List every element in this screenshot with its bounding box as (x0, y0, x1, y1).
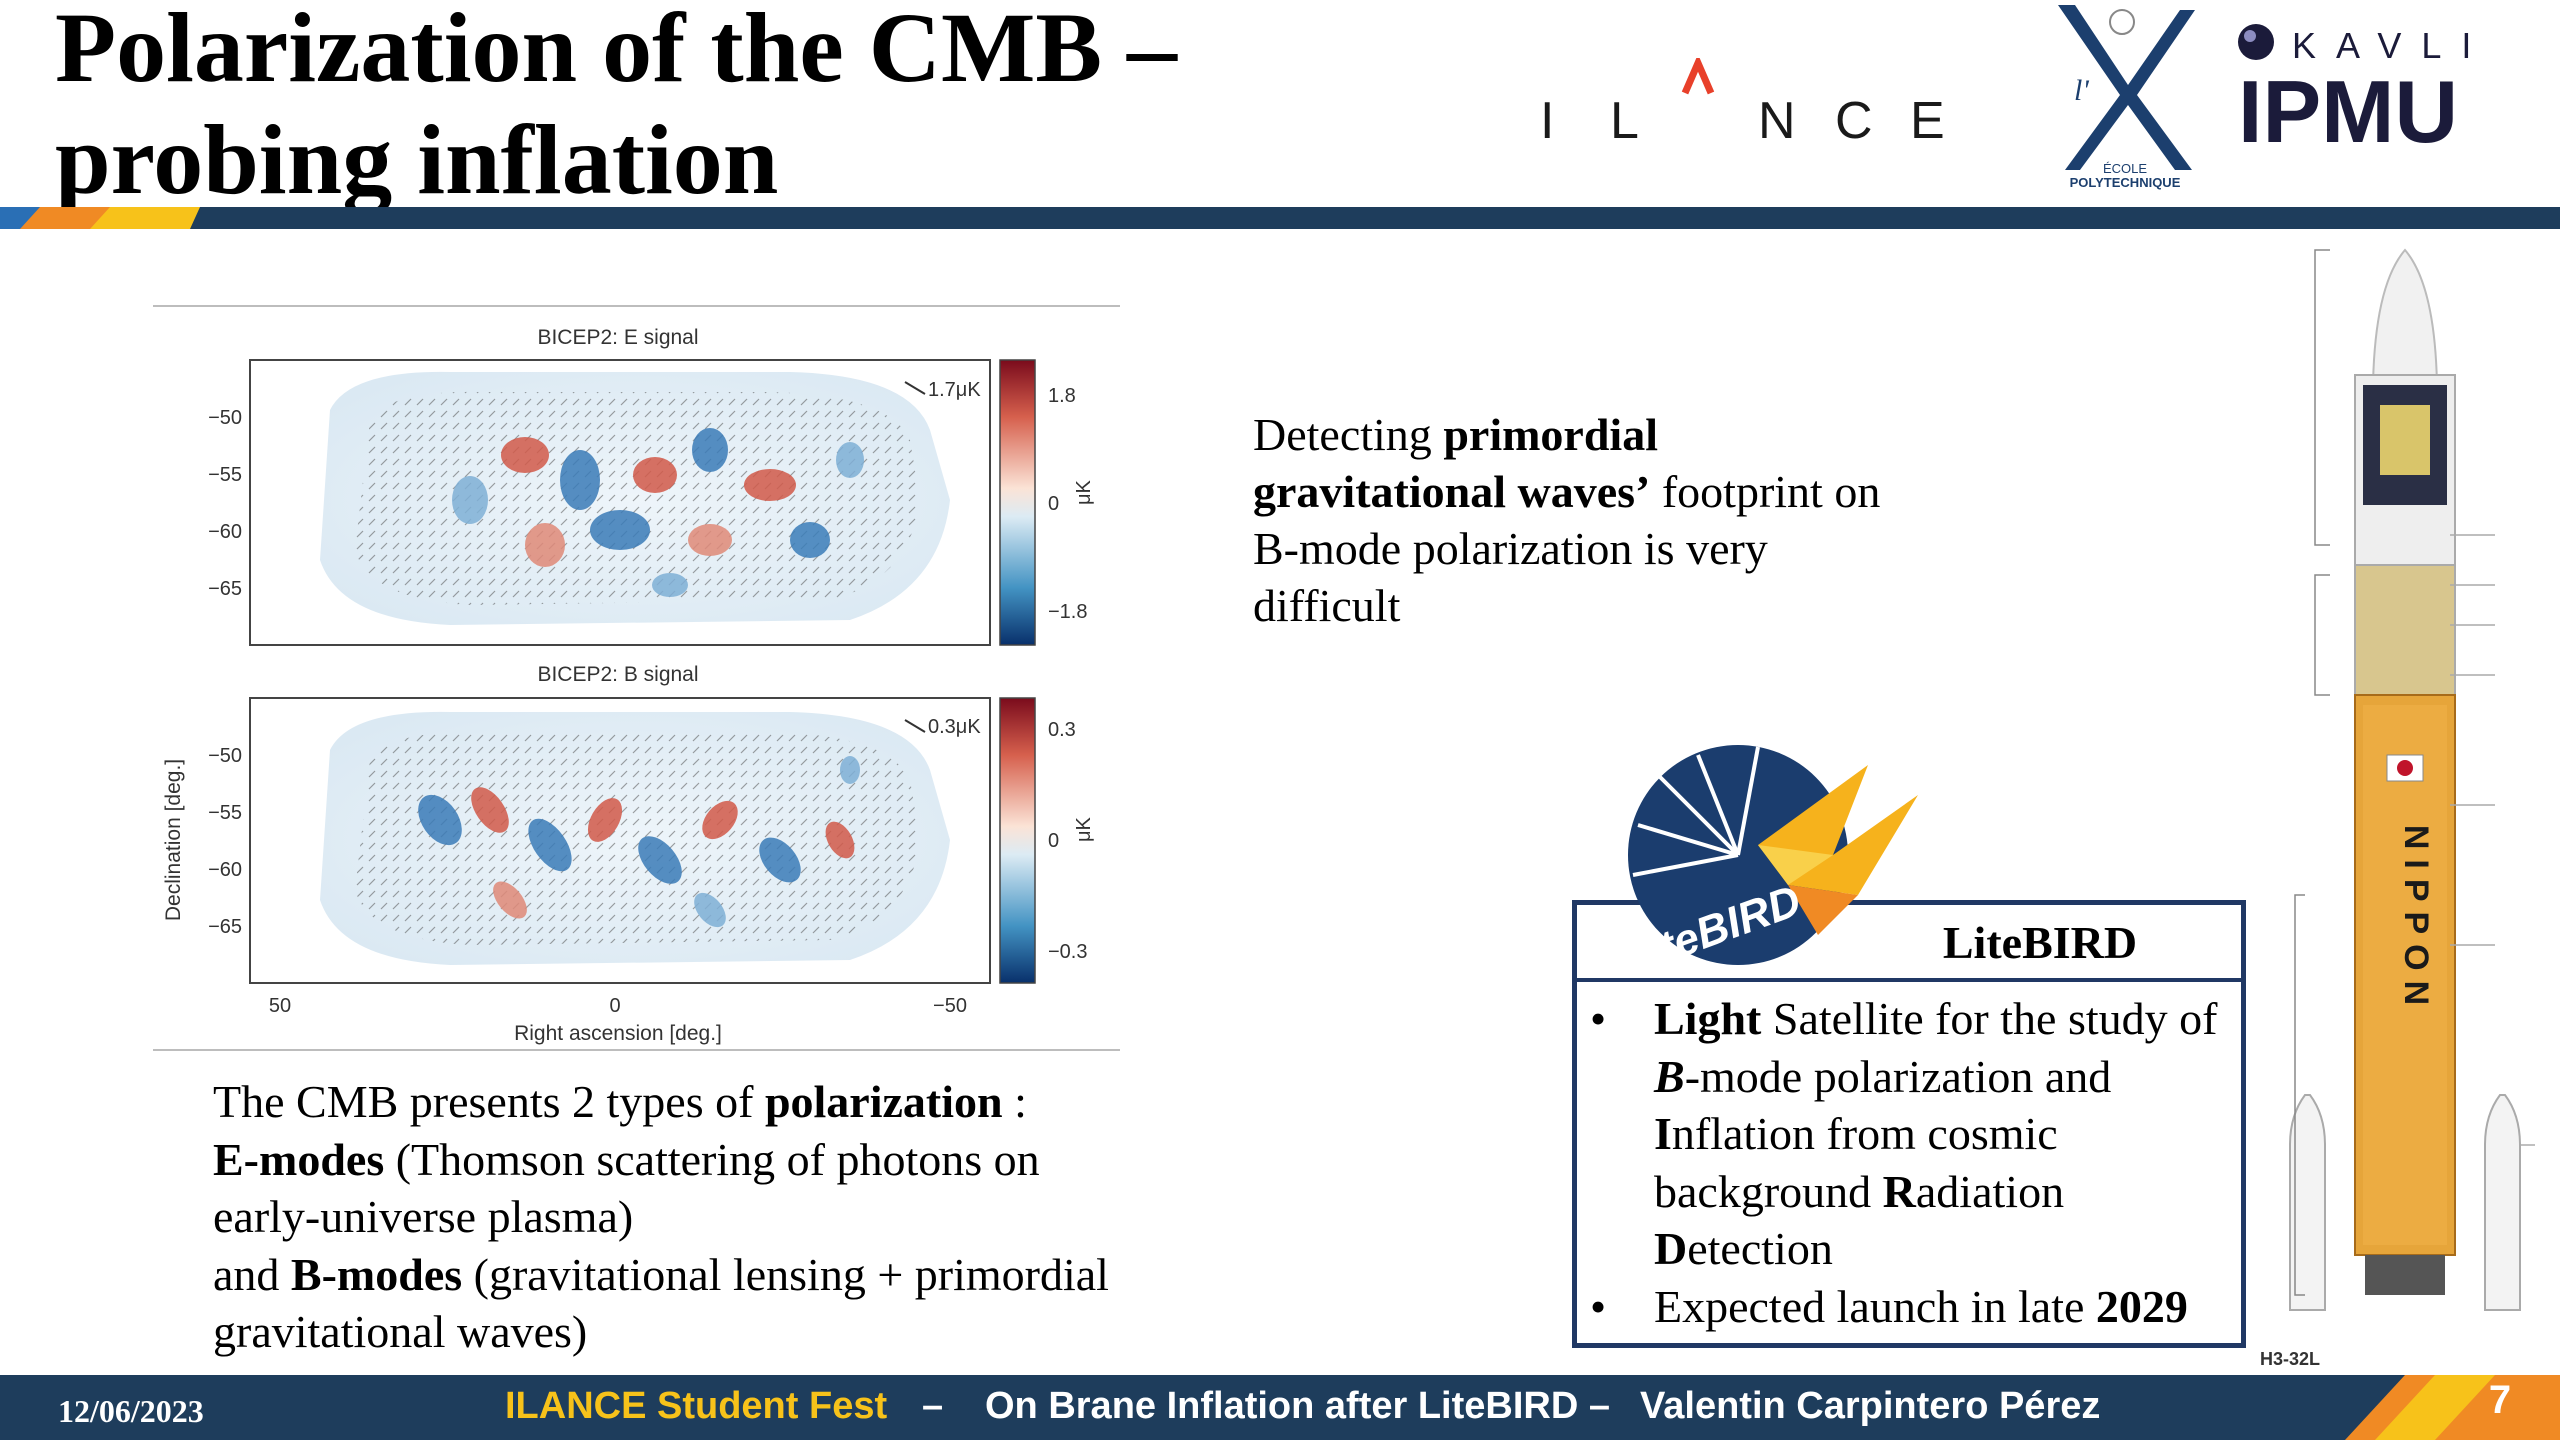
rocket-model-label: H3-32L (2260, 1349, 2320, 1369)
svg-text:E: E (1910, 92, 1945, 150)
b-y-tick: −60 (208, 859, 242, 881)
polytechnique-caption-2: POLYTECHNIQUE (2070, 175, 2181, 190)
litebird-divider (1572, 978, 2246, 982)
footer-author: Valentin Carpintero Pérez (1640, 1385, 2101, 1427)
x-tick: −50 (933, 995, 967, 1017)
x-axis-label: Right ascension [deg.] (514, 1022, 722, 1045)
list-item: • Expected launch in late 2029 (1590, 1280, 2188, 1332)
footer-event-name: ILANCE Student Fest (505, 1385, 888, 1427)
b-cbar-unit: μK (1073, 816, 1095, 842)
slide-title-line-2: probing inflation (55, 104, 779, 215)
e-colorbar (999, 359, 1036, 646)
b-cbar-tick: 0.3 (1048, 719, 1076, 741)
e-cbar-tick: 1.8 (1048, 385, 1076, 407)
cmb-text-b-modes: and B-modes (gravitational lensing + pri… (213, 1248, 1109, 1358)
polytechnique-logo: l' ÉCOLE POLYTECHNIQUE (2058, 5, 2195, 190)
b-cbar-tick: 0 (1048, 830, 1059, 852)
page-number: 7 (2488, 1378, 2512, 1422)
footer-talk-title: On Brane Inflation after LiteBIRD – (985, 1385, 1610, 1427)
b-cbar-tick: −0.3 (1048, 941, 1087, 963)
kavli-ipmu-logo: KAVLI IPMU (2238, 24, 2491, 150)
e-panel-title: BICEP2: E signal (537, 326, 698, 349)
b-panel-title: BICEP2: B signal (537, 663, 698, 686)
x-tick: 50 (269, 995, 291, 1017)
svg-text:I: I (1540, 92, 1554, 150)
x-tick: 0 (609, 995, 620, 1017)
e-cbar-tick: −1.8 (1048, 601, 1087, 623)
svg-text:L: L (1610, 92, 1639, 150)
e-scale-label: 1.7μK (928, 379, 981, 401)
e-y-tick: −55 (208, 464, 242, 486)
kavli-wordmark: KAVLI (2292, 25, 2491, 66)
svg-text:l': l' (2074, 74, 2089, 107)
e-y-tick: −60 (208, 521, 242, 543)
footer-separator: – (922, 1385, 944, 1427)
e-signal-panel: BICEP2: E signal 1.7μK −50 −55 −60 −65 1… (208, 326, 1095, 646)
cmb-polarization-text: The CMB presents 2 types of polarization… (213, 1073, 1133, 1361)
svg-text:C: C (1835, 92, 1873, 150)
litebird-box (1572, 900, 2246, 1348)
e-y-tick: −50 (208, 407, 242, 429)
ilance-logo: I L N C E (1540, 58, 1945, 150)
litebird-list: • Light Satellite for the study of B-mode… (1590, 990, 2240, 1335)
e-cbar-unit: μK (1073, 479, 1095, 505)
b-signal-panel: BICEP2: B signal 0.3μK −50 −55 −60 −65 0… (208, 663, 1095, 984)
bicep2-polarization-figure: BICEP2: E signal 1.7μK −50 −55 −60 −65 1… (153, 305, 1120, 1051)
b-y-tick: −55 (208, 802, 242, 824)
y-axis-label: Declination [deg.] (162, 759, 185, 921)
footer-date: 12/06/2023 (58, 1393, 204, 1429)
svg-text:N: N (1758, 92, 1796, 150)
b-scale-label: 0.3μK (928, 716, 981, 738)
e-cbar-tick: 0 (1048, 493, 1059, 515)
litebird-logo: LiteBIRD (1618, 745, 1918, 975)
footer-corner-accent (2345, 1375, 2560, 1440)
detection-difficulty-text: Detecting primordial gravitational waves… (1253, 409, 1881, 631)
e-y-tick: −65 (208, 578, 242, 600)
header-accent-stripe (0, 207, 200, 229)
cmb-text-line-1: The CMB presents 2 types of polarization… (213, 1076, 1027, 1127)
polytechnique-caption-1: ÉCOLE (2103, 161, 2147, 176)
b-y-tick: −50 (208, 745, 242, 767)
slide-title-line-1: Polarization of the CMB – (55, 0, 1178, 103)
list-item: • Light Satellite for the study of B-mode… (1590, 993, 2218, 1274)
litebird-title: LiteBIRD (1942, 917, 2138, 968)
h3-rocket-illustration: NIPPON H3-32L (2260, 248, 2535, 1369)
b-y-tick: −65 (208, 916, 242, 938)
cmb-text-e-modes: E-modes (Thomson scattering of photons o… (213, 1133, 1040, 1243)
header-bar (0, 207, 2560, 229)
b-colorbar (999, 697, 1036, 984)
slide-title: Polarization of the CMB – probing inflat… (55, 0, 1355, 216)
footer-bar (0, 1375, 2560, 1440)
ipmu-wordmark: IPMU (2238, 62, 2458, 150)
rocket-body-text: NIPPON (2397, 825, 2435, 1015)
